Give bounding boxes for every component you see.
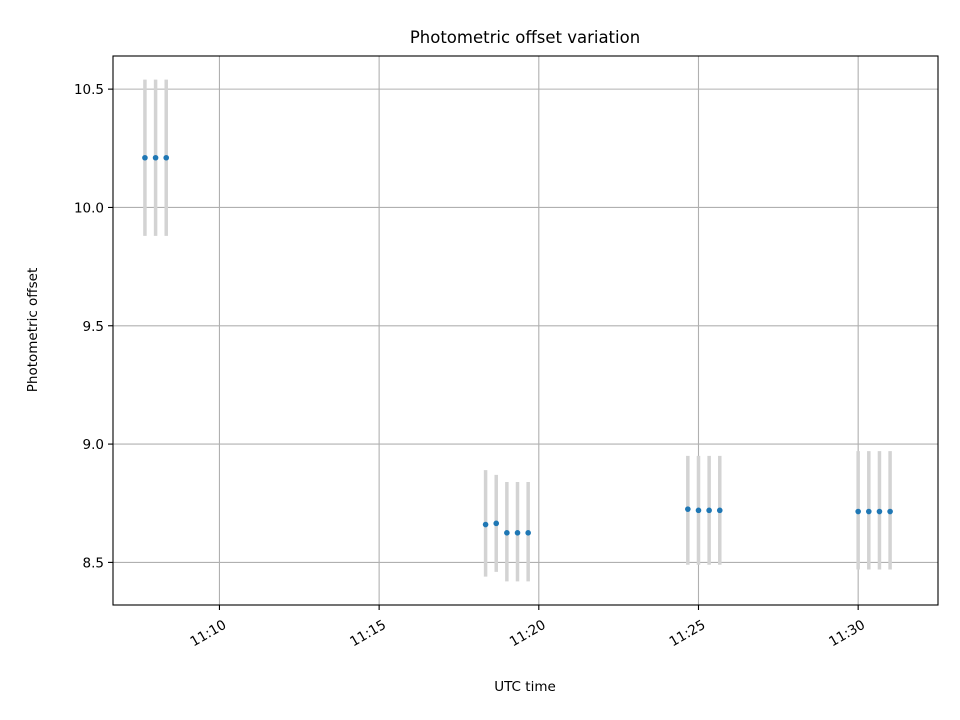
data-point xyxy=(887,508,893,515)
data-point xyxy=(876,508,883,515)
data-point xyxy=(855,508,861,515)
data-point xyxy=(504,530,510,536)
data-point xyxy=(152,154,159,161)
data-point xyxy=(142,154,148,161)
data-point xyxy=(163,154,170,161)
plot-frame xyxy=(112,55,939,606)
data-point xyxy=(706,507,712,514)
data-point xyxy=(482,521,489,528)
y-tick-label: 10.0 xyxy=(74,200,104,216)
data-points xyxy=(142,154,893,536)
data-point xyxy=(525,530,531,536)
y-tick-label: 9.0 xyxy=(83,437,104,453)
x-axis-label: UTC time xyxy=(494,679,556,695)
y-axis-label: Photometric offset xyxy=(25,268,41,392)
data-point xyxy=(514,530,521,536)
data-point xyxy=(716,507,723,514)
data-point xyxy=(685,506,691,512)
chart-title: Photometric offset variation xyxy=(410,28,640,47)
grid xyxy=(113,56,938,605)
y-tick-label: 10.5 xyxy=(74,82,104,98)
data-point xyxy=(493,520,500,527)
data-point xyxy=(866,508,872,515)
y-tick-label: 8.5 xyxy=(83,555,104,571)
y-tick-label: 9.5 xyxy=(83,319,104,335)
data-point xyxy=(695,507,702,514)
